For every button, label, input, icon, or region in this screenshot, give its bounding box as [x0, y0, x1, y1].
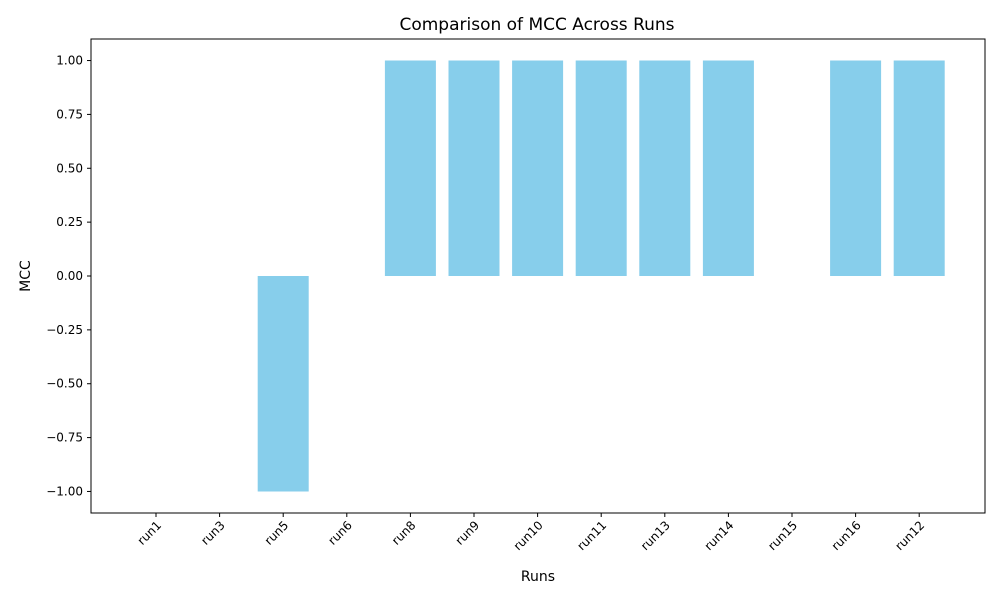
- y-tick-label: 0.75: [56, 107, 83, 121]
- x-axis: run1 run3 run5 run6 run8 run9 run10 run11 run13 r…: [135, 513, 927, 553]
- x-tick-label-run15: run15: [765, 518, 800, 553]
- bar-run8: [384, 60, 436, 276]
- y-axis: −1.00 −0.75 −0.50 −0.25 0.00 0.25 0.50 0.75 1.00: [46, 54, 91, 498]
- y-tick-label: 1.00: [56, 54, 83, 68]
- x-axis-label: Runs: [521, 569, 555, 585]
- x-tick-label-run12: run12: [892, 518, 927, 553]
- x-tick-label-run14: run14: [702, 518, 737, 553]
- bar-run12: [893, 60, 945, 276]
- y-tick-label: −0.50: [46, 377, 83, 391]
- y-tick-label: −0.25: [46, 323, 83, 337]
- y-tick-label: −0.75: [46, 431, 83, 445]
- y-tick-label: −1.00: [46, 484, 83, 498]
- bar-run14: [702, 60, 754, 276]
- y-tick-label: 0.25: [56, 215, 83, 229]
- x-tick-label-run6: run6: [325, 518, 355, 548]
- chart-title: Comparison of MCC Across Runs: [399, 15, 674, 35]
- x-tick-label-run1: run1: [135, 518, 165, 548]
- y-tick-label: 0.50: [56, 161, 83, 175]
- bar-run11: [575, 60, 627, 276]
- x-tick-label-run10: run10: [511, 518, 546, 553]
- bars-group: [257, 60, 945, 492]
- plot-frame: [90, 38, 986, 514]
- bar-run10: [512, 60, 564, 276]
- y-axis-label: MCC: [18, 260, 34, 292]
- bar-run9: [448, 60, 500, 276]
- x-tick-label-run13: run13: [638, 518, 673, 553]
- x-tick-label-run3: run3: [198, 518, 228, 548]
- x-tick-label-run9: run9: [453, 518, 483, 548]
- x-tick-label-run8: run8: [389, 518, 419, 548]
- x-tick-label-run16: run16: [829, 518, 864, 553]
- bar-run13: [639, 60, 691, 276]
- bar-run5: [257, 276, 309, 492]
- bar-run16: [830, 60, 882, 276]
- x-tick-label-run11: run11: [574, 518, 609, 553]
- y-tick-label: 0.00: [56, 269, 83, 283]
- x-tick-label-run5: run5: [262, 518, 292, 548]
